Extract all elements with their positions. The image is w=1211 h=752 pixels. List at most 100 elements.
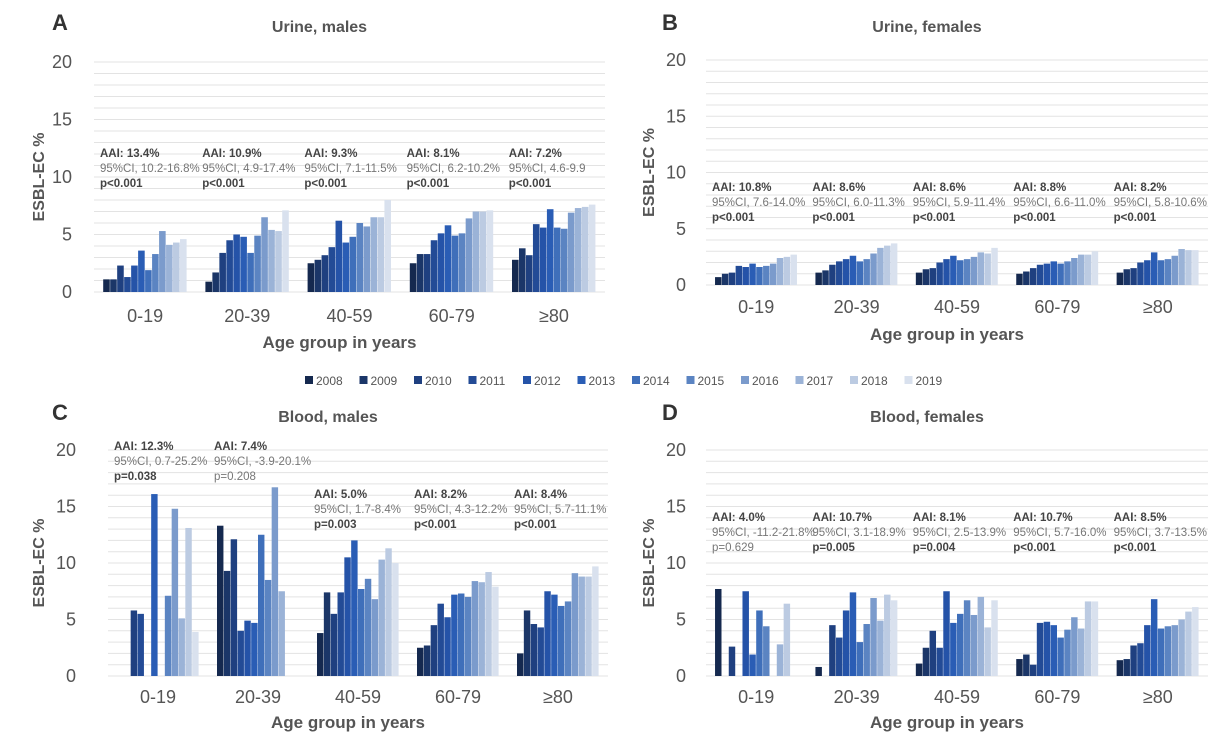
aai-ci: 95%CI, 3.7-13.5%	[1114, 527, 1207, 539]
legend-item: 2008	[305, 374, 343, 388]
bar-2013	[749, 263, 756, 285]
bar-2015	[963, 600, 971, 676]
aai-ci: 95%CI, 5.8-10.6%	[1114, 197, 1207, 209]
aai-ci: 95%CI, -3.9-20.1%	[214, 456, 311, 468]
bar-2015	[264, 579, 272, 676]
bar-2016	[471, 581, 479, 676]
aai-annotation: AAI: 10.7% 95%CI, 5.7-16.0% p<0.001	[1013, 512, 1106, 554]
legend-swatch	[904, 376, 913, 384]
bar-2008	[307, 263, 315, 292]
bar-2011	[1137, 262, 1144, 285]
bar-2014	[349, 236, 357, 292]
x-tick-label: 0-19	[738, 297, 774, 317]
aai-ci: 95%CI, 7.1-11.5%	[304, 163, 396, 175]
bar-2018	[984, 253, 991, 285]
bar-2012	[335, 220, 343, 292]
bar-2008	[205, 281, 212, 292]
bar-2019	[1192, 250, 1199, 285]
bar-2014	[553, 227, 561, 292]
x-tick-label: 0-19	[127, 306, 163, 326]
aai-ci: 95%CI, -11.2-21.8%	[712, 527, 815, 539]
bar-2014	[458, 593, 465, 676]
bar-2011	[1137, 643, 1144, 676]
bar-2008	[815, 272, 822, 285]
bar-2011	[735, 265, 743, 285]
y-axis-label: ESBL-EC %	[31, 133, 48, 222]
bar-2018	[275, 231, 282, 292]
bar-2019	[588, 204, 596, 292]
bar-2012	[742, 267, 749, 285]
bar-2010	[829, 264, 836, 285]
bar-2013	[151, 494, 158, 676]
y-tick-label: 15	[52, 110, 72, 130]
legend-label: 2012	[534, 374, 561, 388]
aai-p-value: p<0.001	[913, 212, 956, 224]
bar-2017	[776, 644, 784, 676]
y-tick-label: 20	[52, 52, 72, 72]
legend-item: 2015	[686, 374, 725, 388]
legend-item: 2010	[414, 374, 452, 388]
aai-annotation: AAI: 8.6% 95%CI, 6.0-11.3% p<0.001	[812, 182, 904, 224]
gridlines	[706, 59, 1208, 286]
bar-2008	[815, 666, 822, 676]
aai-ci: 95%CI, 5.7-16.0%	[1013, 527, 1106, 539]
aai-value: AAI: 8.6%	[913, 182, 966, 194]
bar-2008	[1016, 273, 1023, 285]
x-tick-label: 20-39	[834, 687, 880, 707]
y-tick-label: 20	[666, 440, 686, 460]
bar-2016	[1171, 625, 1178, 676]
bar-2011	[1036, 622, 1044, 676]
bar-2012	[1144, 625, 1151, 676]
bar-2013	[1150, 599, 1158, 676]
aai-annotation: AAI: 4.0% 95%CI, -11.2-21.8% p=0.629	[712, 512, 815, 554]
bar-2019	[1091, 601, 1099, 676]
bar-2018	[1185, 611, 1192, 676]
bar-2017	[178, 618, 185, 676]
bars	[715, 588, 1199, 676]
bar-2017	[1178, 249, 1185, 285]
bar-2008	[915, 663, 923, 676]
bar-2012	[244, 620, 251, 676]
x-tick-label: 20-39	[235, 687, 281, 707]
bar-2010	[219, 252, 226, 292]
aai-annotation: AAI: 10.7% 95%CI, 3.1-18.9% p=0.005	[812, 512, 905, 554]
bar-2016	[1171, 255, 1178, 285]
bar-2012	[444, 617, 451, 676]
x-tick-label: 60-79	[429, 306, 475, 326]
bar-2010	[525, 255, 533, 292]
bar-2010	[430, 625, 438, 676]
x-tick-label: 0-19	[738, 687, 774, 707]
aai-value: AAI: 8.1%	[407, 148, 460, 160]
bar-2016	[159, 231, 166, 292]
bar-2018	[485, 572, 492, 676]
y-tick-label: 5	[676, 610, 686, 630]
bar-2018	[1084, 254, 1092, 285]
bar-2011	[237, 630, 244, 676]
bar-2011	[936, 262, 943, 285]
panel-letter: D	[662, 400, 678, 425]
bar-2015	[152, 254, 159, 292]
aai-p-value: p<0.001	[712, 212, 755, 224]
aai-ci: 95%CI, 0.7-25.2%	[114, 456, 207, 468]
bar-2012	[539, 227, 547, 292]
bar-2010	[728, 272, 736, 285]
aai-annotation: AAI: 8.6% 95%CI, 5.9-11.4% p<0.001	[913, 182, 1005, 224]
aai-annotation: AAI: 13.4% 95%CI, 10.2-16.8% p<0.001	[100, 148, 200, 190]
bar-2011	[226, 240, 233, 292]
panel-d: 0 5 10 15 20 ESBL-EC % D Blood, females 0-19 AAI:…	[641, 400, 1208, 732]
aai-annotation: AAI: 10.8% 95%CI, 7.6-14.0% p<0.001	[712, 182, 805, 224]
aai-annotation: AAI: 8.2% 95%CI, 4.3-12.2% p<0.001	[414, 489, 507, 531]
bar-2014	[451, 235, 459, 292]
bar-2010	[1130, 268, 1137, 285]
y-tick-label: 5	[66, 610, 76, 630]
bar-2008	[517, 653, 524, 676]
aai-ci: 95%CI, 4.6-9.9	[509, 163, 586, 175]
aai-value: AAI: 10.7%	[812, 512, 871, 524]
aai-value: AAI: 8.4%	[514, 489, 567, 501]
chart-title: Blood, males	[278, 409, 378, 426]
bar-2013	[342, 242, 350, 292]
legend-svg: 2008 2009 2010 2011 2012 2013 2014 2015 2016 2017…	[305, 374, 943, 388]
x-axis-label: Age group in years	[271, 713, 425, 732]
x-tick-label: 0-19	[140, 687, 176, 707]
bar-2012	[842, 259, 850, 285]
